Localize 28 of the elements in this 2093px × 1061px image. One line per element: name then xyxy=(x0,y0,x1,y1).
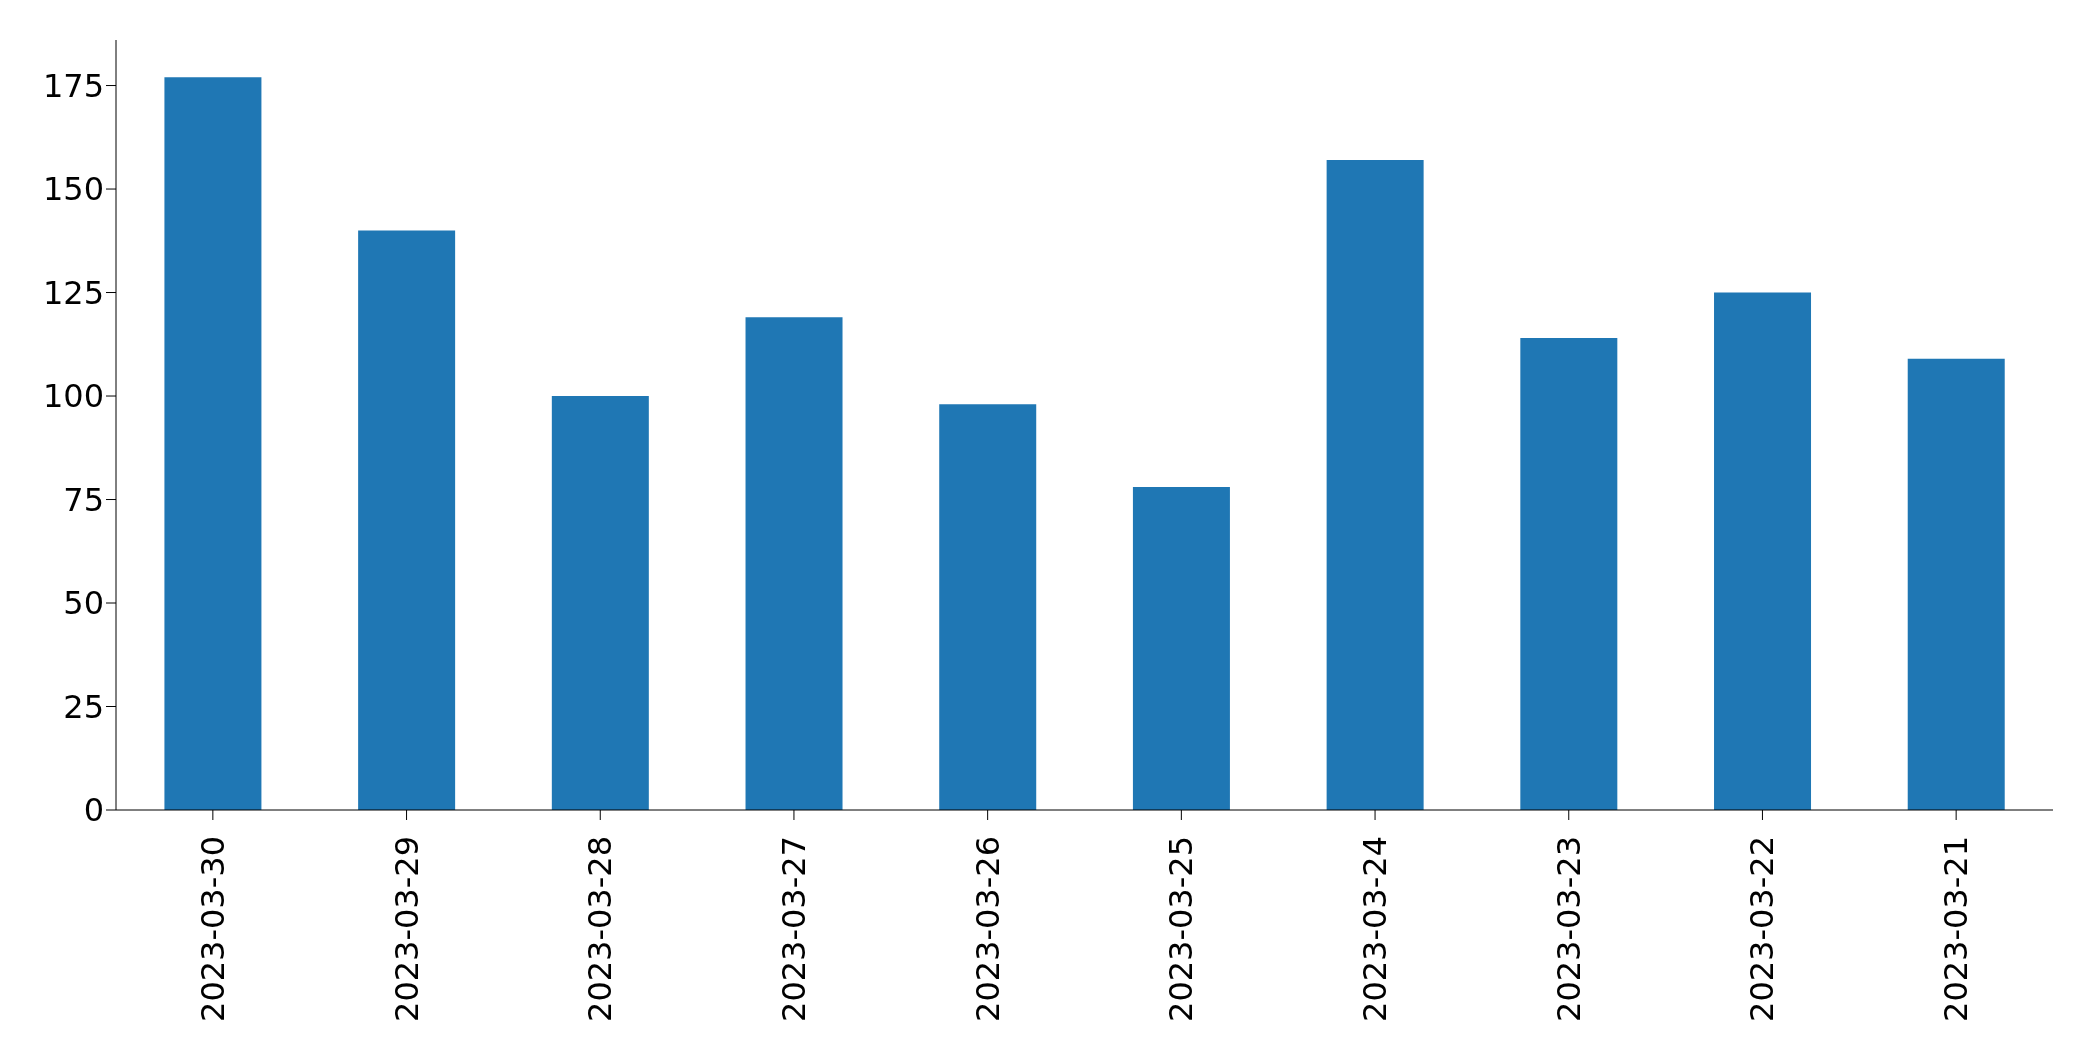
y-tick-label: 175 xyxy=(42,66,104,105)
x-tick-label: 2023-03-25 xyxy=(1162,836,1201,1022)
x-tick-label: 2023-03-23 xyxy=(1549,836,1588,1022)
y-tick-label: 100 xyxy=(42,377,104,416)
bar xyxy=(164,77,262,810)
bar xyxy=(939,404,1037,810)
x-tick-label: 2023-03-22 xyxy=(1743,836,1782,1022)
x-tick-label: 2023-03-24 xyxy=(1356,836,1395,1022)
bar xyxy=(1907,358,2005,810)
bar xyxy=(1132,487,1230,810)
bar xyxy=(358,230,456,810)
x-tick-label: 2023-03-27 xyxy=(774,836,813,1022)
bar xyxy=(551,396,649,810)
y-tick-label: 50 xyxy=(63,584,104,623)
bar xyxy=(745,317,843,810)
y-tick-label: 150 xyxy=(42,170,104,209)
y-tick-label: 75 xyxy=(63,480,104,519)
x-tick-label: 2023-03-28 xyxy=(581,836,620,1022)
x-tick-label: 2023-03-30 xyxy=(193,836,232,1022)
bar xyxy=(1520,338,1618,810)
x-tick-label: 2023-03-26 xyxy=(968,836,1007,1022)
bar xyxy=(1714,292,1812,810)
bar xyxy=(1326,160,1424,810)
y-tick-label: 125 xyxy=(42,273,104,312)
y-tick-label: 25 xyxy=(63,687,104,726)
x-tick-label: 2023-03-21 xyxy=(1937,836,1976,1022)
y-tick-label: 0 xyxy=(83,791,104,830)
x-tick-label: 2023-03-29 xyxy=(387,836,426,1022)
